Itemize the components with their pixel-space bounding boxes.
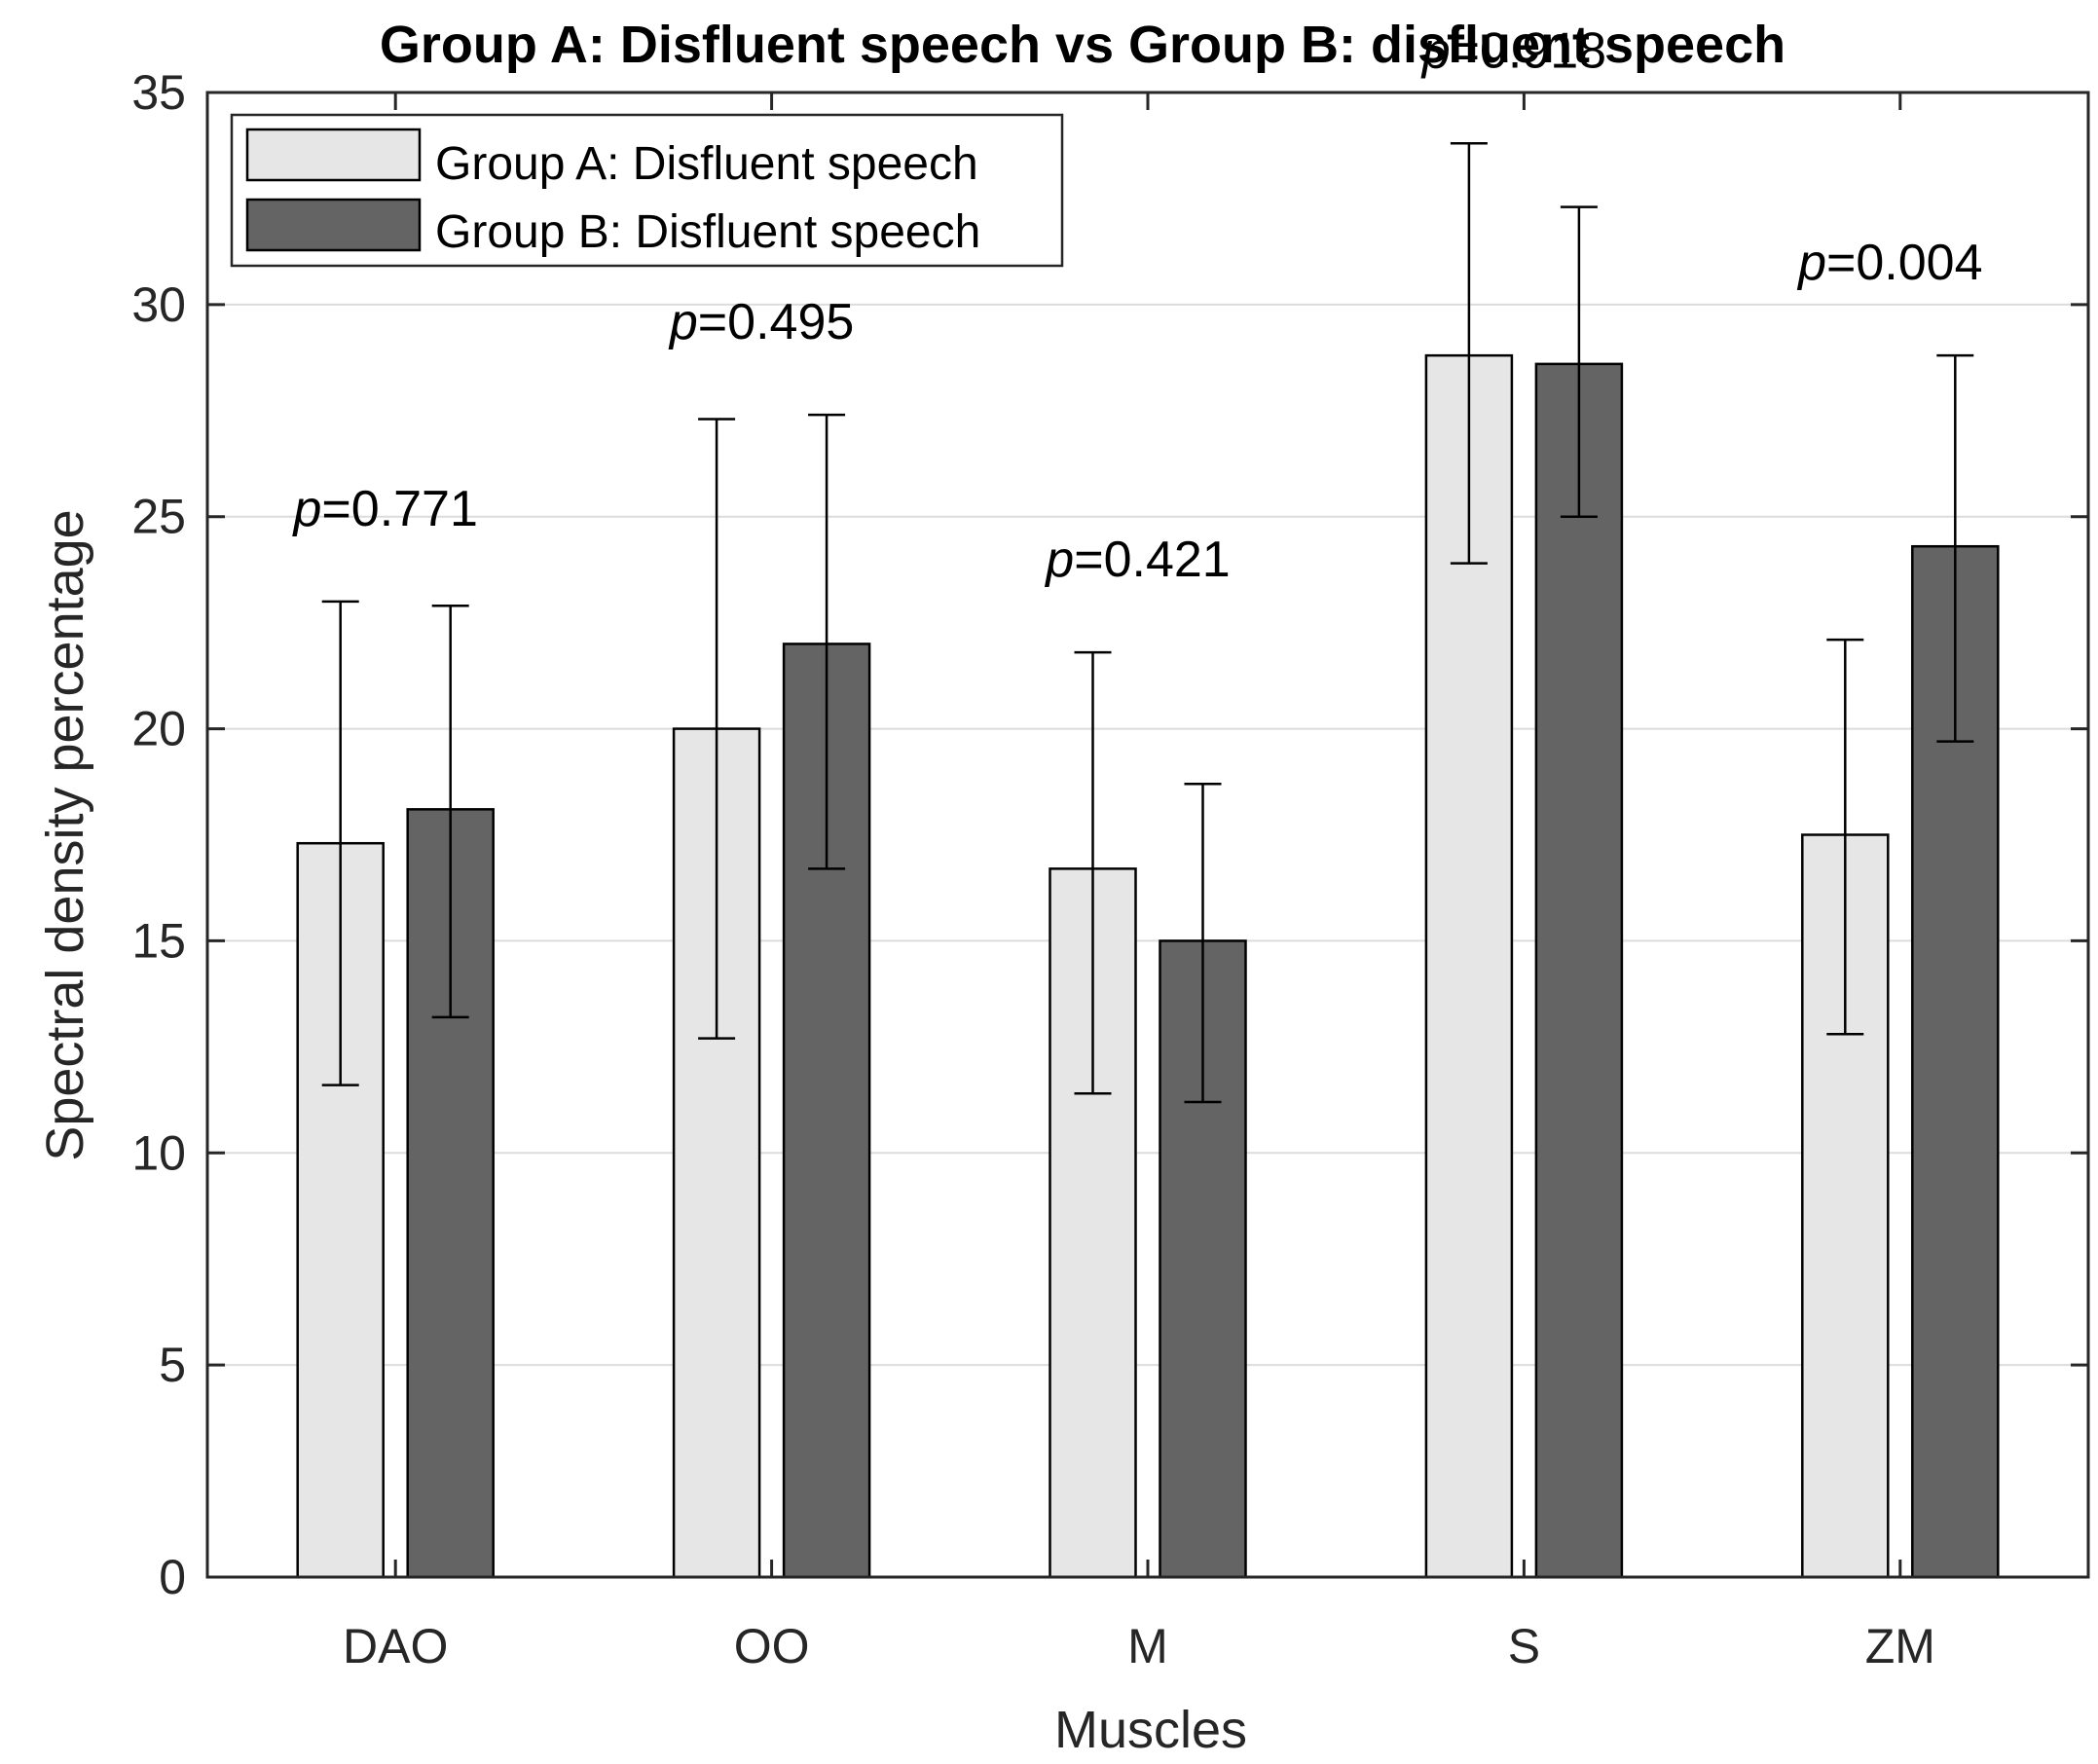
y-tick-label: 15	[131, 913, 186, 968]
x-axis-ticks: DAO OO M S ZM	[343, 92, 1935, 1673]
y-axis-ticks: 0 5 10 15 20 25 30 35	[131, 65, 2088, 1604]
x-tick-label-m: M	[1127, 1619, 1168, 1673]
error-bars	[321, 142, 1974, 1104]
legend-swatch-group-b	[245, 198, 422, 252]
legend-swatch-group-a	[245, 128, 422, 182]
legend-label-group-a: Group A: Disfluent speech	[435, 138, 978, 190]
y-tick-label: 10	[131, 1125, 186, 1180]
x-tick-label-zm: ZM	[1865, 1619, 1935, 1673]
p-value-annotations: p=0.771 p=0.495 p=0.421 p=0.918 p=0.004	[291, 22, 1982, 588]
y-tick-label: 20	[131, 702, 186, 756]
bar-group-b-s	[1534, 362, 1624, 1579]
p-value-zm: p=0.004	[1796, 235, 1982, 291]
x-axis-label: Muscles	[1054, 1701, 1247, 1759]
x-tick-label-dao: DAO	[343, 1619, 448, 1673]
chart-title: Group A: Disfluent speech vs Group B: di…	[380, 16, 1785, 74]
y-tick-label: 0	[159, 1550, 186, 1604]
p-value-s: p=0.918	[1420, 22, 1606, 79]
p-value-oo: p=0.495	[668, 294, 854, 350]
y-tick-label: 35	[131, 65, 186, 120]
x-tick-label-oo: OO	[734, 1619, 810, 1673]
y-axis-label: Spectral density percentage	[36, 509, 94, 1160]
p-value-m: p=0.421	[1044, 532, 1230, 588]
legend-label-group-b: Group B: Disfluent speech	[435, 206, 980, 258]
y-tick-label: 30	[131, 277, 186, 332]
y-tick-label: 5	[159, 1338, 186, 1392]
grid-lines	[207, 303, 2088, 1367]
legend: Group A: Disfluent speech Group B: Disfl…	[230, 113, 1064, 268]
x-tick-label-s: S	[1508, 1619, 1540, 1673]
p-value-dao: p=0.771	[291, 481, 477, 537]
y-tick-label: 25	[131, 490, 186, 544]
